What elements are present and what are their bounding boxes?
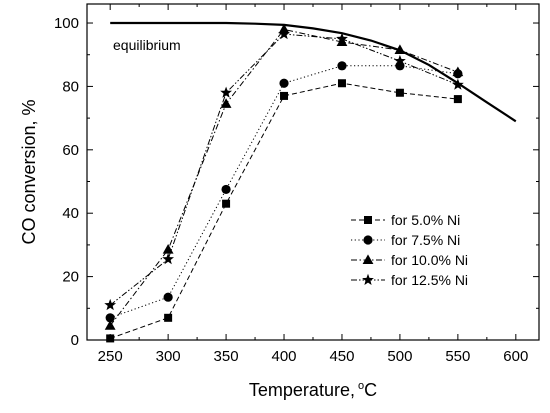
x-tick-label-400: 400 — [272, 348, 297, 365]
x-tick-label-550: 550 — [445, 348, 470, 365]
series-layer — [104, 23, 464, 343]
series-star — [104, 27, 464, 311]
legend: for 5.0% Ni for 7.5% Ni for 10.0% Ni for 12… — [351, 212, 468, 288]
legend-label-triangle: for 10.0% Ni — [391, 252, 468, 268]
data-point-triangle-250 — [104, 320, 116, 330]
data-point-square-250 — [106, 334, 115, 343]
data-point-circle-250 — [105, 313, 115, 323]
data-point-triangle-550 — [452, 66, 464, 77]
x-tick-label-300: 300 — [156, 348, 181, 365]
data-point-star-300 — [162, 253, 174, 265]
series-square — [106, 79, 462, 343]
x-axis-unit: C — [364, 380, 377, 400]
legend-label-square: for 5.0% Ni — [391, 212, 460, 228]
data-point-star-250 — [104, 298, 117, 311]
data-point-square-300 — [164, 313, 173, 322]
data-point-triangle-500 — [394, 44, 406, 54]
legend-label-circle: for 7.5% Ni — [391, 232, 460, 248]
legend-label-star: for 12.5% Ni — [391, 272, 468, 288]
y-tick-label-20: 20 — [62, 269, 79, 286]
y-tick-label-0: 0 — [71, 332, 79, 349]
data-point-circle-400 — [279, 78, 289, 88]
equilibrium-annotation: equilibrium — [113, 37, 181, 53]
data-point-star-550 — [452, 78, 464, 90]
data-point-square-550 — [453, 95, 462, 104]
x-tick-label-450: 450 — [329, 348, 354, 365]
x-axis-title: Temperature, oC — [249, 380, 377, 400]
data-point-star-500 — [394, 54, 406, 67]
data-point-circle-300 — [163, 292, 173, 302]
legend-marker-star — [362, 273, 374, 285]
series-line-square — [110, 82, 458, 339]
y-tick-label-80: 80 — [62, 78, 79, 95]
data-point-star-400 — [278, 27, 290, 40]
plot-frame — [86, 3, 540, 341]
data-point-star-450 — [336, 32, 348, 44]
axis-ticks: 250 300 350 400 450 500 550 600 0 20 40 60 80 100 — [54, 4, 539, 365]
data-point-square-400 — [280, 91, 289, 100]
data-point-circle-350 — [221, 184, 231, 195]
y-tick-label-60: 60 — [62, 142, 79, 159]
data-point-star-350 — [220, 86, 232, 98]
data-point-square-350 — [222, 199, 231, 208]
x-tick-label-600: 600 — [503, 348, 528, 365]
data-point-circle-450 — [337, 61, 347, 71]
y-tick-label-40: 40 — [62, 205, 79, 222]
x-axis-unit-sup: o — [358, 380, 364, 392]
x-tick-label-250: 250 — [98, 348, 123, 365]
y-tick-label-100: 100 — [54, 15, 79, 32]
data-point-square-500 — [395, 88, 404, 97]
x-tick-label-350: 350 — [214, 348, 239, 365]
data-point-square-450 — [337, 79, 346, 88]
legend-marker-circle — [363, 235, 373, 245]
y-axis-title: CO conversion, % — [19, 99, 39, 244]
data-point-triangle-350 — [220, 98, 232, 108]
legend-marker-square — [364, 216, 372, 224]
data-point-triangle-300 — [162, 244, 174, 254]
x-tick-label-500: 500 — [387, 348, 412, 365]
x-axis-title-text: Temperature, — [249, 380, 355, 400]
legend-marker-triangle — [362, 254, 374, 264]
